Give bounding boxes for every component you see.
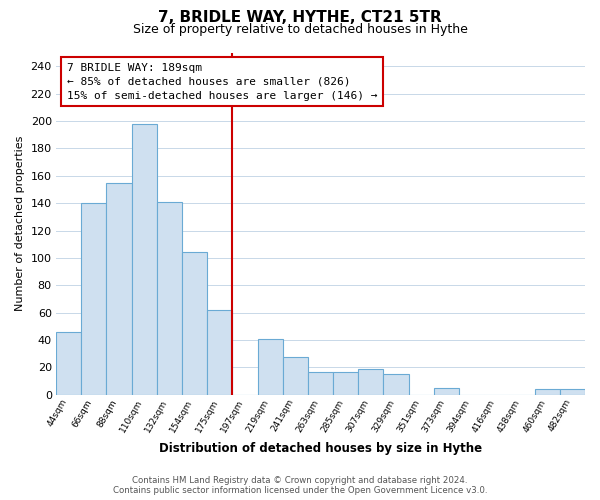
Bar [131,124,157,395]
Bar [106,182,131,395]
Bar [257,338,283,395]
Bar [283,356,308,395]
Bar [157,202,182,395]
Bar [358,369,383,395]
Bar [560,390,585,395]
Bar [182,252,207,395]
Bar [535,390,560,395]
Text: Contains HM Land Registry data © Crown copyright and database right 2024.
Contai: Contains HM Land Registry data © Crown c… [113,476,487,495]
Bar [434,388,459,395]
Bar [333,372,358,395]
Bar [383,374,409,395]
Text: Size of property relative to detached houses in Hythe: Size of property relative to detached ho… [133,22,467,36]
Bar [308,372,333,395]
Bar [56,332,81,395]
Bar [207,310,232,395]
Bar [81,203,106,395]
X-axis label: Distribution of detached houses by size in Hythe: Distribution of detached houses by size … [159,442,482,455]
Text: 7 BRIDLE WAY: 189sqm
← 85% of detached houses are smaller (826)
15% of semi-deta: 7 BRIDLE WAY: 189sqm ← 85% of detached h… [67,63,377,101]
Text: 7, BRIDLE WAY, HYTHE, CT21 5TR: 7, BRIDLE WAY, HYTHE, CT21 5TR [158,10,442,25]
Y-axis label: Number of detached properties: Number of detached properties [15,136,25,312]
